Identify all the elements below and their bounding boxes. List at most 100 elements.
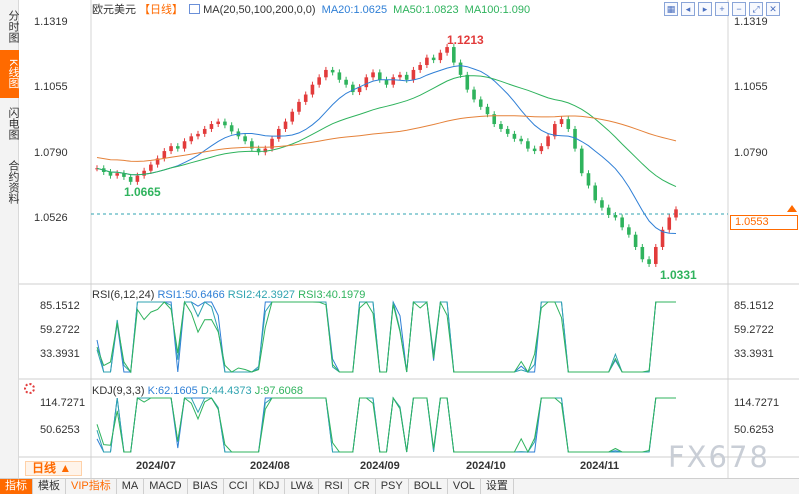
- candle-body: [223, 121, 227, 126]
- high-annotation: 1.1213: [447, 33, 484, 47]
- candle-body: [290, 111, 295, 122]
- candle-body: [539, 146, 544, 152]
- tab-indicators[interactable]: 指标: [0, 479, 33, 494]
- candle-body: [660, 229, 665, 247]
- price-alert-icon[interactable]: [787, 205, 797, 212]
- candle-body: [317, 77, 321, 85]
- candle-body: [182, 141, 187, 149]
- ma50-line: [96, 75, 677, 188]
- tab-contract-info[interactable]: 合约资料: [7, 160, 19, 204]
- date-label: 2024/10: [466, 460, 506, 472]
- candle-body: [613, 215, 618, 218]
- candle-body: [674, 209, 678, 218]
- tab-cci[interactable]: CCI: [224, 479, 254, 494]
- candle-body: [310, 84, 315, 95]
- candle-body: [600, 200, 604, 208]
- tab-vol[interactable]: VOL: [448, 479, 481, 494]
- period-selector[interactable]: 日线 ▲: [25, 461, 82, 476]
- maximize-icon[interactable]: ⤢: [749, 2, 763, 16]
- rsi-line: [96, 300, 676, 373]
- kdj-axis-label: 114.7271: [40, 397, 86, 409]
- indicator-settings-icon[interactable]: [24, 383, 35, 394]
- period-selector-label: 日线: [32, 461, 57, 475]
- candle-body: [344, 79, 348, 85]
- kline-chart-canvas[interactable]: 1.1213 1.0665 1.0331: [0, 0, 799, 478]
- tab-macd[interactable]: MACD: [144, 479, 188, 494]
- kdj-params[interactable]: KDJ(9,3,3): [92, 385, 145, 397]
- candle-body: [499, 124, 503, 129]
- scroll-right-icon[interactable]: ▸: [698, 2, 712, 16]
- right-axis-label: 1.1319: [734, 16, 768, 28]
- period-label[interactable]: 【日线】: [139, 4, 183, 16]
- rsi3-value: RSI3:40.1979: [298, 289, 366, 301]
- rsi-params[interactable]: RSI(6,12,24): [92, 289, 155, 301]
- candle-body: [175, 146, 180, 149]
- kdj-j-value: J:97.6068: [254, 385, 304, 397]
- close-icon[interactable]: ✕: [766, 2, 780, 16]
- chart-header: 欧元美元 【日线】 MA(20,50,100,200,0,0) MA20:1.06…: [92, 3, 533, 17]
- candle-body: [276, 128, 281, 139]
- candle-body: [216, 121, 220, 125]
- candle-body: [384, 79, 389, 85]
- tab-bias[interactable]: BIAS: [188, 479, 224, 494]
- tab-psy[interactable]: PSY: [376, 479, 409, 494]
- candle-body: [667, 217, 672, 230]
- tab-settings[interactable]: 设置: [481, 479, 514, 494]
- grid-layout-icon[interactable]: ▦: [664, 2, 678, 16]
- tab-rsi[interactable]: RSI: [319, 479, 349, 494]
- tab-template[interactable]: 模板: [33, 479, 66, 494]
- candle-body: [108, 171, 113, 176]
- candle-body: [256, 148, 261, 153]
- zoom-out-icon[interactable]: −: [732, 2, 746, 16]
- candle-body: [263, 148, 268, 153]
- candle-body: [169, 146, 173, 152]
- candle-body: [553, 124, 557, 137]
- candle-body: [391, 77, 396, 85]
- rsi1-value: RSI1:50.6466: [157, 289, 225, 301]
- zoom-in-icon[interactable]: +: [715, 2, 729, 16]
- candle-body: [458, 62, 463, 75]
- candle-body: [431, 57, 436, 61]
- tab-cr[interactable]: CR: [349, 479, 376, 494]
- candle-body: [243, 136, 247, 142]
- candle-body: [546, 136, 550, 147]
- candle-body: [586, 173, 591, 186]
- left-axis-label: 1.0526: [34, 212, 68, 224]
- tab-boll[interactable]: BOLL: [409, 479, 448, 494]
- ma-params[interactable]: MA(20,50,100,200,0,0): [203, 4, 316, 16]
- candle-body: [566, 119, 571, 129]
- tab-ma[interactable]: MA: [117, 479, 145, 494]
- candle-body: [606, 207, 611, 216]
- ma-settings-icon[interactable]: [189, 4, 201, 14]
- candle-body: [411, 69, 416, 80]
- kdj-line: [96, 396, 676, 453]
- tab-lw[interactable]: LW&: [285, 479, 320, 494]
- candle-body: [573, 128, 577, 149]
- kdj-axis-label: 114.7271: [734, 397, 780, 409]
- tab-vip-indicators[interactable]: VIP指标: [66, 479, 117, 494]
- candle-body: [425, 57, 429, 66]
- candle-body: [505, 128, 510, 134]
- candle-body: [162, 151, 167, 159]
- left-axis-label: 1.0790: [34, 147, 68, 159]
- rsi-header: RSI(6,12,24) RSI1:50.6466 RSI2:42.3927 R…: [92, 289, 365, 302]
- candle-body: [512, 133, 517, 139]
- ma200-line: [96, 115, 677, 162]
- tab-flash[interactable]: 闪电图: [7, 106, 19, 140]
- candle-body: [627, 227, 631, 235]
- date-label: 2024/11: [580, 460, 620, 472]
- candle-body: [149, 164, 153, 171]
- rsi-axis-label: 59.2722: [40, 324, 80, 336]
- candle-body: [452, 47, 456, 63]
- symbol-name: 欧元美元: [92, 4, 136, 16]
- tab-timeshare[interactable]: 分时图: [7, 9, 19, 43]
- scroll-left-icon[interactable]: ◂: [681, 2, 695, 16]
- current-price-tag: 1.0553: [730, 215, 798, 230]
- tab-kline[interactable]: K线图: [0, 50, 19, 98]
- chevron-up-icon: ▲: [59, 461, 72, 475]
- tab-kdj[interactable]: KDJ: [254, 479, 286, 494]
- candle-body: [633, 234, 638, 247]
- kdj-k-value: K:62.1605: [147, 385, 198, 397]
- candle-body: [202, 128, 207, 134]
